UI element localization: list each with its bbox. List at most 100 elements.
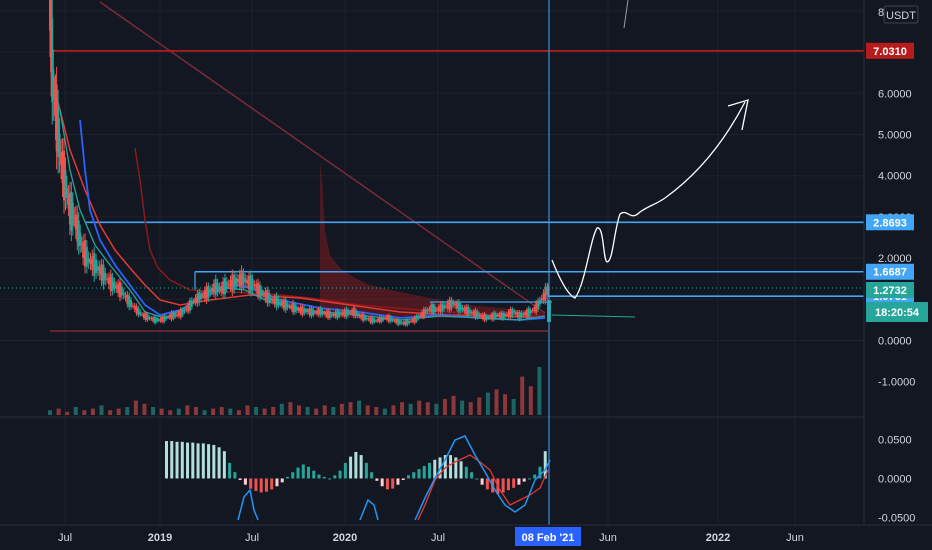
currency-badge[interactable]	[883, 5, 919, 24]
candle-body	[87, 257, 90, 263]
time-tick-label: Jul	[245, 532, 259, 544]
candle-body	[190, 300, 193, 307]
candle-body	[395, 319, 398, 324]
countdown-label: 18:20:54	[875, 307, 920, 319]
candle-body	[356, 312, 359, 316]
candle-body	[249, 274, 252, 293]
price-axis[interactable]	[864, 0, 932, 525]
candle-body	[166, 317, 169, 319]
oscillator-bar	[475, 478, 479, 480]
candle-body	[421, 312, 424, 317]
candle-body	[292, 302, 295, 313]
oscillator-bar	[301, 464, 305, 479]
candle-body	[216, 282, 219, 293]
candle-body	[209, 289, 212, 293]
oscillator-bar	[196, 443, 200, 479]
candle-body	[122, 292, 125, 296]
time-tick-label: Jul	[58, 532, 72, 544]
oscillator-bar	[422, 465, 426, 479]
oscillator-bar	[233, 472, 237, 479]
time-axis[interactable]	[0, 525, 864, 550]
candle-body	[485, 315, 488, 320]
candle-body	[400, 322, 403, 324]
candle-body	[303, 308, 306, 314]
volume-bar	[193, 407, 198, 415]
oscillator-bar	[454, 457, 458, 479]
candle-body	[373, 318, 376, 323]
volume-bar	[125, 407, 130, 415]
candle-body	[443, 304, 446, 309]
candle-body	[325, 311, 328, 317]
candle-body	[54, 93, 57, 122]
volume-bar	[537, 367, 542, 415]
level-tag-label: 1.6687	[873, 267, 907, 279]
candle-body	[489, 316, 492, 318]
crosshair-date-label: 08 Feb '21	[522, 532, 575, 544]
candle-body	[288, 306, 291, 308]
current-price-label: 1.2732	[873, 285, 907, 297]
candle-body	[85, 246, 88, 267]
candle-body	[279, 301, 282, 304]
oscillator-bar	[385, 478, 389, 490]
oscillator-bar	[270, 478, 274, 490]
candle-body	[238, 274, 241, 286]
candle-body	[363, 315, 366, 320]
time-tick-label: 2020	[333, 532, 357, 544]
oscillator-tick-label: 0.0500	[878, 434, 912, 446]
trendline[interactable]	[99, 1, 546, 314]
candle-body	[201, 295, 204, 297]
candle-body	[387, 315, 390, 322]
candle-body	[71, 202, 74, 226]
candle-body	[200, 293, 203, 299]
oscillator-bar	[175, 441, 179, 479]
candle-body	[306, 310, 309, 313]
time-tick-label: 2019	[148, 532, 172, 544]
volume-bar	[520, 376, 525, 415]
candle-body	[246, 279, 249, 284]
oscillator-bar	[364, 462, 368, 479]
oscillator-bar	[406, 475, 410, 479]
oscillator-bar	[380, 478, 384, 487]
volume-profile	[320, 160, 545, 318]
candle-body	[157, 319, 160, 321]
candle-body	[244, 278, 247, 282]
candle-body	[378, 317, 381, 323]
candle-body	[386, 315, 389, 320]
candle-body	[428, 308, 431, 311]
candle-body	[323, 313, 326, 315]
oscillator-bar	[433, 459, 437, 479]
oscillator-bar	[312, 470, 316, 479]
candle-body	[242, 273, 245, 285]
candle-body	[402, 322, 405, 325]
candle-body	[483, 313, 486, 321]
time-ticks: Jul 2019 Jul 2020 Jul Jun 2022 Jun	[58, 532, 804, 544]
candle-body	[141, 314, 144, 316]
candle-body	[336, 310, 339, 319]
projection-drawing[interactable]	[551, 101, 746, 299]
candle-body	[176, 314, 179, 316]
candle-body	[253, 284, 256, 286]
candle-body	[435, 309, 438, 311]
osc-blue-mid	[359, 498, 379, 521]
candle-body	[352, 307, 355, 316]
volume-bar	[451, 395, 456, 415]
candle-body	[120, 286, 123, 296]
candle-body	[205, 286, 208, 301]
oscillator-tick-label: 0.0000	[878, 473, 912, 485]
oscillator-bar	[517, 478, 521, 485]
candle-body	[161, 316, 164, 322]
candle-body	[76, 214, 79, 242]
osc-blue-left	[237, 488, 259, 521]
oscillator-bar	[412, 472, 416, 479]
volume-bar	[168, 410, 173, 415]
candle-body	[52, 69, 55, 101]
volume-bar	[271, 407, 276, 415]
top-partial-tick: 8	[878, 7, 884, 19]
candle-body	[198, 292, 201, 303]
candle-body	[98, 266, 101, 275]
candle-body	[128, 295, 131, 308]
oscillator-bar	[333, 475, 337, 479]
oscillator-bar	[243, 478, 247, 485]
candle-body	[419, 315, 422, 317]
